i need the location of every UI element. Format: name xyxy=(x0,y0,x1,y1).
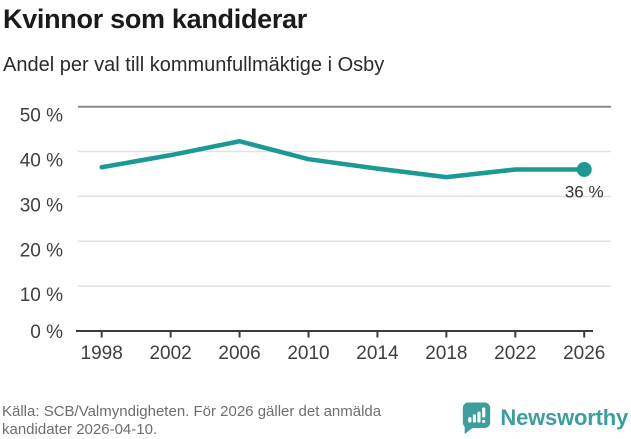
x-tick-label: 2014 xyxy=(356,343,399,364)
x-tick-label: 2002 xyxy=(149,343,191,364)
chart-title: Kvinnor som kandiderar xyxy=(3,4,307,34)
x-tick-label: 2006 xyxy=(218,343,260,364)
y-tick-label: 30 % xyxy=(20,195,63,216)
newsworthy-wordmark: Newsworthy xyxy=(500,405,628,430)
exclamation-glyph xyxy=(482,407,486,418)
data-line xyxy=(99,138,587,180)
source-note-line2: kandidater 2026-04-10. xyxy=(2,421,158,438)
line-chart: 0 % 10 % 20 % 30 % 40 % 50 % 1998 2002 2006 2010 2… xyxy=(20,106,611,364)
chart-subtitle: Andel per val till kommunfullmäktige i O… xyxy=(3,54,385,76)
y-tick-label: 0 % xyxy=(30,322,63,343)
x-tick-label: 1998 xyxy=(81,343,123,364)
end-point-label: 36 % xyxy=(565,183,604,202)
x-tick-label: 2026 xyxy=(563,343,605,364)
source-note-line1: Källa: SCB/Valmyndigheten. För 2026 gäll… xyxy=(2,403,382,420)
end-point-marker xyxy=(576,162,592,178)
y-tick-label: 50 % xyxy=(20,106,63,127)
newsworthy-logo-icon xyxy=(463,402,491,434)
y-tick-label: 20 % xyxy=(20,240,63,261)
y-tick-label: 10 % xyxy=(20,285,63,306)
x-tick-label: 2022 xyxy=(494,343,536,364)
x-tick-label: 2010 xyxy=(287,343,329,364)
newsworthy-logo[interactable]: Newsworthy xyxy=(461,401,628,435)
bar-chart-glyph xyxy=(468,417,472,423)
source-note: Källa: SCB/Valmyndigheten. För 2026 gäll… xyxy=(2,403,381,439)
x-tick-label: 2018 xyxy=(425,343,467,364)
y-tick-label: 40 % xyxy=(20,151,63,172)
